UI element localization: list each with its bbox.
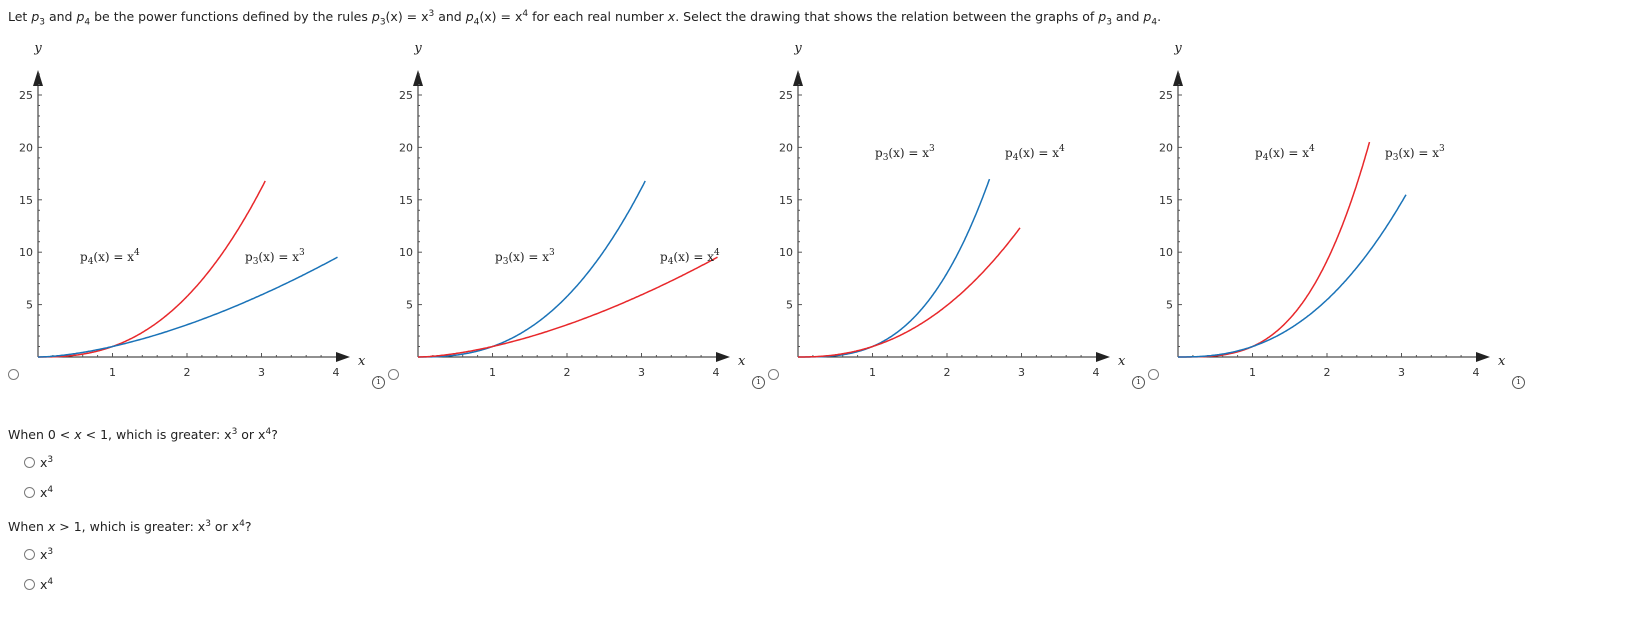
y-tick-label: 25 <box>779 89 793 102</box>
y-axis-label: y <box>413 41 422 56</box>
graph-option-2-info-icon[interactable]: i <box>752 376 765 389</box>
y-tick-label: 20 <box>779 141 793 154</box>
x-axis-arrow <box>1476 352 1490 362</box>
y-tick-label: 25 <box>19 89 33 102</box>
curve-label-right: p3(x) = x3 <box>1385 144 1445 163</box>
sub-question-2-option-x3[interactable]: x3 <box>24 547 53 562</box>
curve-blue <box>798 178 991 358</box>
x-tick-label: 4 <box>333 366 340 379</box>
graph-option-2[interactable]: 1 2 3 4 5 10 15 20 25 y x p3(x) = x3 p4(x) = x4 i <box>380 34 780 414</box>
y-tick-label: 20 <box>19 141 33 154</box>
sub-question-1-option-x3-radio[interactable] <box>24 457 35 469</box>
x-tick-label: 2 <box>944 366 951 379</box>
curve-label-right: p4(x) = x4 <box>1005 144 1065 163</box>
graph-option-2-radio[interactable] <box>388 369 399 380</box>
y-tick-label: 5 <box>1166 299 1173 312</box>
curve-red <box>1178 141 1371 358</box>
curve-blue <box>418 180 646 358</box>
y-axis-arrow <box>33 70 43 86</box>
x-tick-label: 3 <box>638 366 645 379</box>
x-axis-arrow <box>336 352 350 362</box>
curve-red <box>418 256 718 358</box>
curve-red <box>38 180 266 358</box>
y-axis-arrow <box>1173 70 1183 86</box>
x-tick-label: 3 <box>1018 366 1025 379</box>
y-axis-label: y <box>33 41 42 56</box>
x-tick-label: 4 <box>1473 366 1480 379</box>
curve-label-left: p3(x) = x3 <box>875 144 935 163</box>
x-axis-label: x <box>358 354 366 369</box>
graph-option-4[interactable]: 1 2 3 4 5 10 15 20 25 y x p4(x) = x4 p3(x) = x3 i <box>1140 34 1540 414</box>
x-tick-label: 1 <box>109 366 116 379</box>
graph-option-4-info-icon[interactable]: i <box>1512 376 1525 389</box>
curve-label-left: p4(x) = x4 <box>1255 144 1315 163</box>
x-tick-label: 1 <box>869 366 876 379</box>
sub-question-2-option-x4[interactable]: x4 <box>24 577 53 592</box>
option-label: x3 <box>40 547 54 563</box>
x-tick-label: 2 <box>184 366 191 379</box>
graph-option-1[interactable]: 1 2 3 4 5 10 15 20 25 y x p4(x) = x4 p3(x) = x3 i <box>0 34 400 414</box>
option-label: x3 <box>40 455 54 471</box>
x-tick-label: 1 <box>489 366 496 379</box>
y-tick-label: 10 <box>19 246 33 259</box>
sub-question-1-option-x3[interactable]: x3 <box>24 455 53 470</box>
sub-question-2: When x > 1, which is greater: x3 or x4? <box>8 519 252 535</box>
sub-question-2-option-x4-radio[interactable] <box>24 579 35 591</box>
y-tick-label: 5 <box>786 299 793 312</box>
y-tick-label: 20 <box>399 141 413 154</box>
graph-option-2-plot: 1 2 3 4 5 10 15 20 25 y x p3(x) = x3 p4(x) = x4 <box>399 41 746 379</box>
x-tick-label: 3 <box>258 366 265 379</box>
y-tick-label: 25 <box>399 89 413 102</box>
question-text: Let p3 and p4 be the power functions def… <box>8 9 1162 28</box>
graph-option-1-plot: 1 2 3 4 5 10 15 20 25 y x p4(x) = x4 p3(x) = x3 <box>19 41 366 379</box>
y-axis-arrow <box>413 70 423 86</box>
x-tick-label: 2 <box>1324 366 1331 379</box>
x-tick-label: 3 <box>1398 366 1405 379</box>
y-tick-label: 20 <box>1159 141 1173 154</box>
curve-red <box>798 227 1021 358</box>
y-tick-label: 5 <box>26 299 33 312</box>
x-axis-label: x <box>738 354 746 369</box>
x-tick-label: 4 <box>713 366 720 379</box>
graph-option-3-info-icon[interactable]: i <box>1132 376 1145 389</box>
curve-blue <box>38 256 338 358</box>
sub-question-1-option-x4-radio[interactable] <box>24 487 35 499</box>
x-tick-label: 1 <box>1249 366 1256 379</box>
graph-option-3-radio[interactable] <box>768 369 779 380</box>
y-axis-label: y <box>1173 41 1182 56</box>
graph-option-3-plot: 1 2 3 4 5 10 15 20 25 y x p3(x) = x3 p4(x) = x4 <box>779 41 1126 379</box>
curve-label-right: p4(x) = x4 <box>660 248 720 267</box>
sub-question-1-option-x4[interactable]: x4 <box>24 485 53 500</box>
x-axis-label: x <box>1118 354 1126 369</box>
x-axis-arrow <box>716 352 730 362</box>
graph-option-4-plot: 1 2 3 4 5 10 15 20 25 y x p4(x) = x4 p3(x) = x3 <box>1159 41 1506 379</box>
curve-label-left: p3(x) = x3 <box>495 248 555 267</box>
y-axis-label: y <box>793 41 802 56</box>
y-tick-label: 25 <box>1159 89 1173 102</box>
x-tick-label: 2 <box>564 366 571 379</box>
y-tick-label: 15 <box>19 194 33 207</box>
y-tick-label: 10 <box>1159 246 1173 259</box>
option-label: x4 <box>40 485 54 501</box>
curve-label-left: p4(x) = x4 <box>80 248 140 267</box>
sub-question-2-option-x3-radio[interactable] <box>24 549 35 561</box>
y-axis-arrow <box>793 70 803 86</box>
y-tick-label: 15 <box>779 194 793 207</box>
sub-question-1: When 0 < x < 1, which is greater: x3 or … <box>8 427 278 443</box>
y-tick-label: 10 <box>779 246 793 259</box>
curve-label-right: p3(x) = x3 <box>245 248 305 267</box>
graph-option-4-radio[interactable] <box>1148 369 1159 380</box>
y-tick-label: 15 <box>399 194 413 207</box>
y-tick-label: 5 <box>406 299 413 312</box>
y-tick-label: 10 <box>399 246 413 259</box>
graph-option-1-info-icon[interactable]: i <box>372 376 385 389</box>
graph-option-1-radio[interactable] <box>8 369 19 380</box>
graph-option-3[interactable]: 1 2 3 4 5 10 15 20 25 y x p3(x) = x3 p4(x) = x4 i <box>760 34 1160 414</box>
y-tick-label: 15 <box>1159 194 1173 207</box>
x-axis-label: x <box>1498 354 1506 369</box>
x-axis-arrow <box>1096 352 1110 362</box>
curve-blue <box>1178 194 1407 358</box>
x-tick-label: 4 <box>1093 366 1100 379</box>
option-label: x4 <box>40 577 54 593</box>
